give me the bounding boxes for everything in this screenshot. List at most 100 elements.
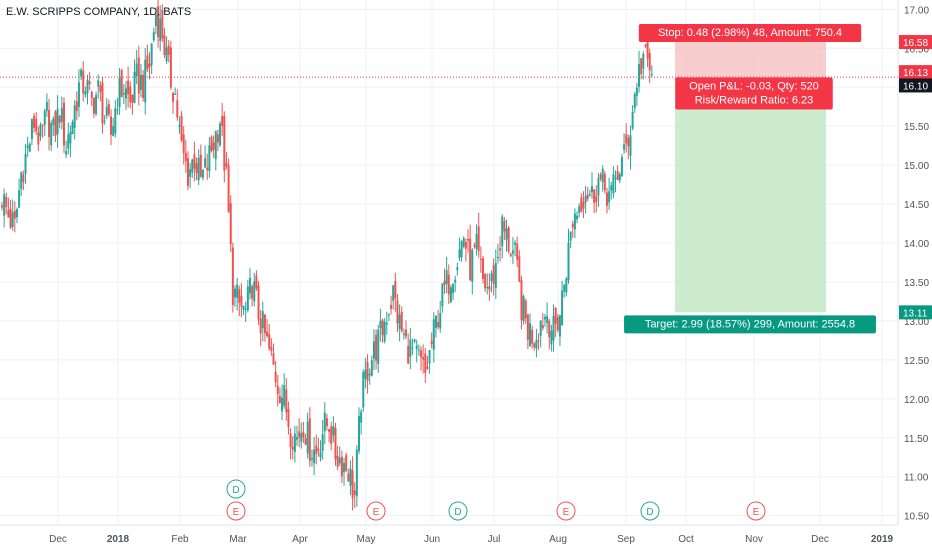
candle-body [631, 112, 634, 129]
candle [283, 373, 286, 409]
candle-body [623, 144, 626, 150]
candle-body [340, 456, 343, 477]
candle-body [569, 231, 572, 241]
price-label-stop: 16.58 [899, 35, 932, 50]
candle-body [424, 353, 427, 373]
candle [210, 135, 213, 153]
candle [644, 44, 647, 48]
candle-body [101, 82, 104, 124]
candle-body [582, 201, 585, 209]
candle-body [240, 296, 243, 307]
candle-body [268, 334, 271, 349]
candle-body [633, 93, 636, 109]
candle [152, 27, 155, 43]
candle-body [456, 267, 459, 271]
candle [383, 318, 386, 344]
candle-body [182, 134, 185, 154]
candle-body [394, 281, 397, 299]
candle [514, 240, 517, 257]
candle-body [225, 162, 228, 167]
candle-body [625, 134, 628, 144]
candle-body [454, 279, 457, 283]
candle-body [129, 86, 132, 103]
candle [69, 125, 72, 158]
candle [122, 84, 125, 105]
earnings-marker[interactable]: E [556, 501, 576, 521]
candle-body [37, 132, 40, 145]
candle-body [362, 371, 365, 408]
candle-body [242, 305, 245, 310]
candle [422, 344, 425, 374]
candle [494, 249, 497, 300]
candle-body [169, 47, 172, 88]
candle-body [186, 158, 189, 186]
candle [37, 126, 40, 152]
candle-body [251, 286, 254, 299]
candle [529, 313, 532, 348]
candle-body [208, 145, 211, 171]
candle [638, 50, 641, 93]
candle-body [554, 307, 557, 324]
candle [370, 355, 373, 377]
candle [276, 374, 279, 407]
candle [351, 456, 354, 511]
candle-body [492, 265, 495, 284]
candle-body [561, 290, 564, 325]
dividend-marker[interactable]: D [226, 479, 246, 499]
dividend-marker[interactable]: D [448, 501, 468, 521]
candle [563, 283, 566, 298]
candle [618, 172, 621, 184]
candle [116, 97, 119, 115]
candle-body [522, 296, 525, 322]
candle-body [154, 14, 157, 27]
candle [364, 358, 367, 389]
candle [360, 409, 363, 435]
target-label-text: Target: 2.99 (18.57%) 299, Amount: 2554.… [645, 318, 855, 330]
candle [7, 197, 10, 218]
candle-body [24, 154, 27, 174]
candle-body [325, 418, 328, 427]
earnings-marker[interactable]: E [366, 501, 386, 521]
candle [612, 166, 615, 199]
earnings-marker[interactable]: E [746, 501, 766, 521]
candle-body [635, 87, 638, 96]
candle [62, 97, 65, 154]
candle-body [400, 311, 403, 331]
candle-body [180, 115, 183, 141]
position-zones[interactable] [0, 42, 898, 313]
dividend-marker-letter: D [232, 485, 239, 496]
candle [227, 158, 230, 213]
price-axis[interactable]: 17.0016.5016.0015.5015.0014.5014.0013.50… [897, 0, 932, 525]
candle [315, 434, 318, 465]
candle [340, 450, 343, 483]
candle [291, 436, 294, 460]
candle [80, 67, 83, 80]
time-axis[interactable]: Dec 2018 Feb Mar Apr May Jun Jul Aug Sep Oct Nov Dec… [0, 524, 898, 545]
earnings-marker[interactable]: E [226, 501, 246, 521]
candle [578, 203, 581, 218]
candle [524, 298, 527, 324]
candle [405, 320, 408, 340]
profit-target-zone[interactable] [675, 79, 826, 313]
candle-body [563, 285, 566, 292]
candle [88, 72, 91, 91]
stop-loss-zone[interactable] [675, 42, 826, 80]
candle [148, 52, 151, 80]
candle [565, 276, 568, 297]
candlestick-series [1, 0, 653, 511]
candle-body [479, 259, 482, 261]
candle-body [184, 152, 187, 162]
candle-body [578, 206, 581, 213]
dividend-marker[interactable]: D [640, 501, 660, 521]
event-markers[interactable]: DE E D E D E [226, 479, 766, 521]
candle [601, 165, 604, 192]
candle-body [236, 284, 239, 298]
candle-body [477, 226, 480, 252]
candle-body [441, 283, 444, 307]
candle-body [368, 373, 371, 376]
candle [110, 109, 113, 146]
time-tick-label: Dec [811, 534, 829, 545]
candle-body [462, 238, 465, 247]
dividend-marker-letter: D [454, 507, 461, 518]
